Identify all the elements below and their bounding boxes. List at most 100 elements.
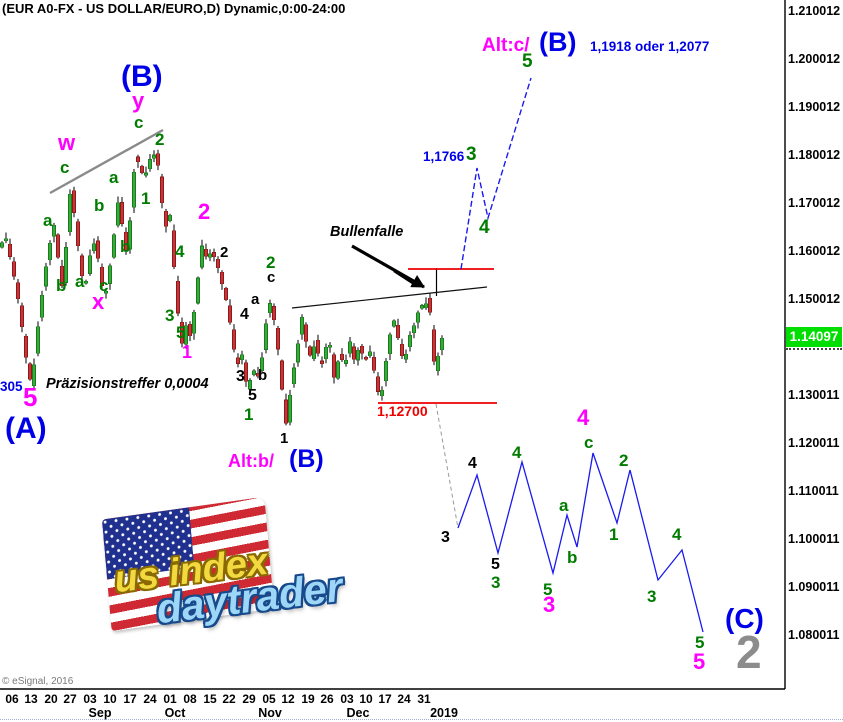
- resistance-price-label: 1,1766: [423, 149, 465, 164]
- x-axis-date: 10: [359, 692, 373, 706]
- wave-label: a: [559, 496, 569, 515]
- candle-up: [168, 214, 172, 222]
- wave-label: 5: [248, 387, 257, 404]
- x-axis-date: 13: [24, 692, 38, 706]
- candle-down: [160, 176, 164, 204]
- candle-up: [408, 334, 412, 348]
- x-axis-date: 29: [242, 692, 256, 706]
- wave-label: 5: [23, 382, 38, 412]
- big-wave-2-label: 2: [736, 626, 762, 678]
- candle-down: [276, 327, 280, 350]
- candle-up: [440, 338, 444, 350]
- candle-down: [72, 190, 76, 213]
- candle-down: [216, 258, 220, 268]
- x-axis-date: 20: [44, 692, 58, 706]
- candle-down: [120, 202, 124, 224]
- y-axis-price: 1.090011: [788, 580, 840, 594]
- candle-up: [380, 389, 384, 397]
- wave-label: 1: [141, 189, 151, 208]
- candle-up: [416, 312, 420, 323]
- wave-label: y: [132, 88, 145, 113]
- candle-up: [336, 361, 340, 379]
- wave-label: x: [92, 289, 105, 314]
- candle-up: [132, 171, 136, 208]
- candle-down: [232, 329, 236, 350]
- wave-label: 3: [165, 306, 175, 325]
- candle-down: [376, 376, 380, 392]
- current-price-tag: 1.14097: [786, 327, 842, 347]
- candle-down: [16, 282, 20, 300]
- candle-down: [76, 221, 80, 246]
- candle-down: [236, 357, 240, 364]
- candle-down: [372, 356, 376, 371]
- x-axis-date: 03: [340, 692, 354, 706]
- candle-up: [184, 325, 188, 345]
- precision-hit-label: Präzisionstreffer 0,0004: [46, 376, 209, 392]
- candle-down: [124, 231, 128, 252]
- wave-label: 3: [491, 573, 501, 592]
- chart-title: (EUR A0-FX - US DOLLAR/EURO,D) Dynamic,0…: [2, 1, 346, 16]
- candle-up: [384, 360, 388, 382]
- candle-up: [264, 323, 268, 350]
- x-axis-date: 17: [378, 692, 392, 706]
- wave-label: 3: [543, 592, 556, 617]
- x-axis-date: 08: [183, 692, 197, 706]
- y-axis-price: 1.080011: [788, 628, 840, 642]
- candle-down: [80, 255, 84, 277]
- alt-c-label: Alt:c/: [482, 35, 530, 56]
- black-trendline: [291, 286, 488, 309]
- alt-c-price-targets: 1,1918 oder 1,2077: [590, 39, 710, 54]
- candle-down: [256, 372, 260, 377]
- y-axis-price: 1.160012: [788, 244, 841, 258]
- watermark-logo: us index daytrader: [98, 492, 383, 657]
- x-axis-date: 26: [320, 692, 334, 706]
- y-axis-price: 1.100011: [788, 532, 840, 546]
- wave-label: c: [134, 113, 144, 132]
- y-axis-price: 1.170012: [788, 196, 841, 210]
- bottom-dotted-line: [0, 719, 843, 720]
- candle-up: [36, 326, 40, 354]
- wave-label: 4: [512, 443, 522, 462]
- wave-label: a: [43, 211, 53, 230]
- candle-down: [352, 346, 356, 360]
- wave-label: 1: [280, 430, 289, 447]
- x-axis-date: 31: [417, 692, 431, 706]
- wave-label: a: [109, 168, 119, 187]
- candle-up: [208, 253, 212, 258]
- candle-down: [432, 329, 436, 362]
- candle-down: [188, 324, 192, 336]
- wave-label: c: [584, 433, 594, 452]
- candle-up: [388, 334, 392, 355]
- candle-down: [284, 399, 288, 424]
- wave-label: a: [251, 291, 260, 308]
- candle-up: [328, 344, 332, 348]
- x-axis-date: 01: [163, 692, 177, 706]
- wave-label: 1: [182, 342, 193, 362]
- wave-label: 1: [609, 525, 619, 544]
- candle-down: [60, 265, 64, 287]
- candle-up: [288, 395, 292, 423]
- candle-up: [40, 295, 44, 318]
- alt-c-wave-b: (B): [539, 27, 577, 57]
- candle-down: [364, 356, 368, 360]
- candle-up: [128, 220, 132, 250]
- candle-up: [240, 354, 244, 360]
- candle-down: [272, 306, 276, 321]
- wave-label: 5: [491, 556, 500, 573]
- x-axis-date: 19: [301, 692, 315, 706]
- x-axis-date: 03: [83, 692, 97, 706]
- candle-down: [164, 210, 168, 227]
- x-axis-date: 17: [123, 692, 137, 706]
- candle-up: [44, 266, 48, 287]
- candle-up: [368, 351, 372, 357]
- candle-up: [344, 359, 348, 364]
- candle-up: [108, 265, 112, 284]
- candle-up: [92, 243, 96, 251]
- wave-label: 4: [672, 525, 682, 544]
- candle-down: [280, 360, 284, 390]
- x-axis-date: 05: [262, 692, 276, 706]
- wave-b-label: (B): [121, 60, 163, 93]
- wave-label: b: [56, 276, 67, 295]
- candle-up: [312, 346, 316, 360]
